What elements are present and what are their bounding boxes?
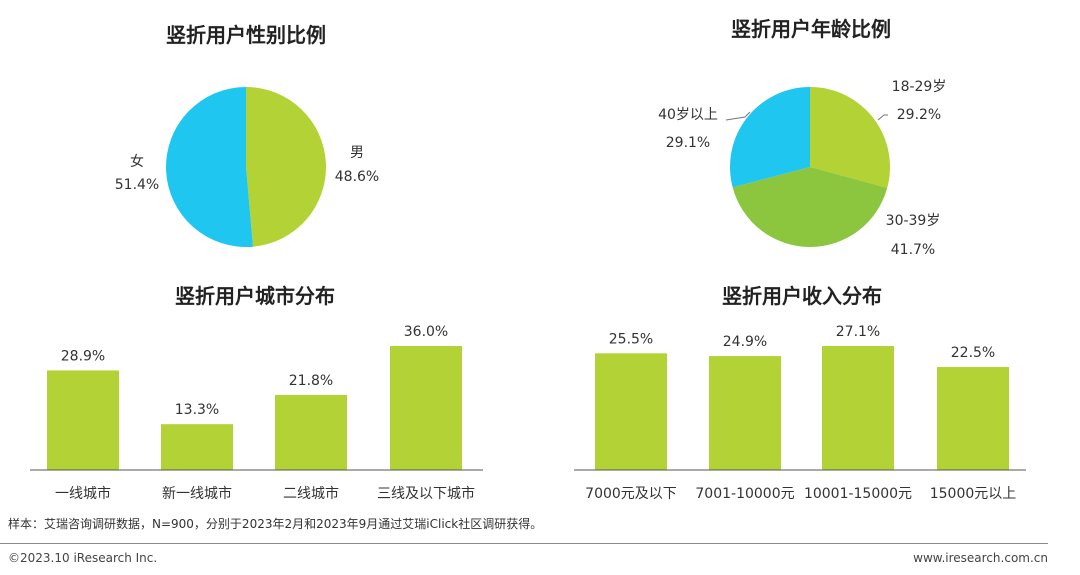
tick-label-income-7001-10000: 7001-10000元 [695, 486, 794, 502]
bar-value-city-tier3-below: 36.0% [404, 324, 448, 340]
leader-line-18-29 [877, 114, 888, 121]
gender-pie-chart: 竖折用户性别比例 男 48.6% 女 51.4% [115, 23, 379, 247]
pie-label-male-value: 48.6% [335, 169, 379, 185]
city-chart-title: 竖折用户城市分布 [175, 284, 335, 308]
pie-label-female-value: 51.4% [115, 177, 159, 193]
age-chart-title: 竖折用户年龄比例 [731, 17, 891, 41]
pie-label-female-name: 女 [130, 153, 144, 170]
tick-label-city-tier2: 二线城市 [283, 485, 339, 502]
city-bar-chart: 竖折用户城市分布 28.9% 13.3% 21.8% 36.0% 一线城市 新一… [30, 284, 483, 502]
bar-income-7001-10000 [709, 356, 781, 470]
bar-value-city-tier1: 28.9% [61, 348, 105, 364]
pie-label-40-plus-name: 40岁以上 [658, 107, 718, 123]
pie-label-18-29-value: 29.2% [897, 107, 941, 123]
bar-income-10001-15000 [822, 346, 894, 470]
pie-slice-30-39 [732, 167, 888, 247]
bar-value-city-new-tier1: 13.3% [175, 402, 219, 418]
tick-label-city-tier3-below: 三线及以下城市 [377, 485, 475, 502]
bar-city-new-tier1 [161, 424, 233, 470]
bar-city-tier1 [47, 370, 119, 470]
bar-income-15000-above [937, 367, 1009, 470]
income-bar-chart: 竖折用户收入分布 25.5% 24.9% 27.1% 22.5% 7000元及以… [574, 284, 1026, 502]
pie-slice-40-plus [730, 87, 810, 188]
pie-slice-female [165, 86, 254, 247]
pie-slice-male [246, 87, 326, 247]
bar-value-income-10001-15000: 27.1% [836, 324, 880, 340]
sample-note: 样本：艾瑞咨询调研数据，N=900，分别于2023年2月和2023年9月通过艾瑞… [8, 517, 543, 531]
bar-value-income-7001-10000: 24.9% [723, 334, 767, 350]
tick-label-city-new-tier1: 新一线城市 [162, 485, 232, 502]
pie-label-18-29-name: 18-29岁 [892, 79, 947, 95]
pie-slice-18-29 [810, 87, 891, 188]
pie-label-30-39-name: 30-39岁 [886, 213, 941, 229]
bar-value-city-tier2: 21.8% [289, 373, 333, 389]
pie-label-40-plus-value: 29.1% [666, 135, 710, 151]
leader-line-40-plus [725, 111, 751, 121]
bar-income-7000-below [595, 353, 667, 470]
bar-value-income-15000-above: 22.5% [951, 345, 995, 361]
footer-website: www.iresearch.com.cn [913, 551, 1048, 565]
gender-chart-title: 竖折用户性别比例 [166, 23, 326, 47]
bar-city-tier2 [275, 394, 347, 470]
age-pie-chart: 竖折用户年龄比例 18-29岁 29.2% 30-39岁 41.7% 40岁以上… [658, 17, 946, 258]
footer-divider [0, 543, 1048, 544]
bar-value-income-7000-below: 25.5% [609, 331, 653, 347]
tick-label-income-15000-above: 15000元以上 [930, 486, 1017, 502]
pie-label-male-name: 男 [350, 145, 364, 161]
bar-city-tier3-below [390, 346, 462, 470]
tick-label-income-10001-15000: 10001-15000元 [804, 486, 912, 502]
pie-label-30-39-value: 41.7% [891, 242, 935, 258]
footer-copyright: ©2023.10 iResearch Inc. [8, 551, 158, 565]
tick-label-city-tier1: 一线城市 [55, 485, 111, 502]
income-chart-title: 竖折用户收入分布 [722, 284, 882, 308]
tick-label-income-7000-below: 7000元及以下 [585, 486, 677, 502]
